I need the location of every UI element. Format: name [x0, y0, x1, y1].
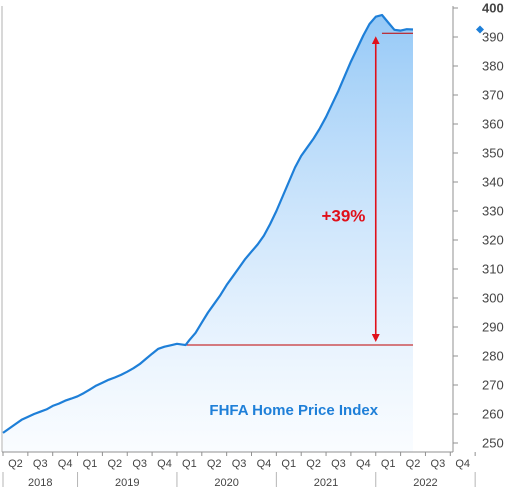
- x-quarter-label-11: Q1: [281, 458, 296, 470]
- x-quarter-label-0: Q2: [8, 458, 23, 470]
- axes-layer: [1, 6, 484, 487]
- y-tick-label-270: 270: [482, 378, 504, 393]
- x-year-label-2021: 2021: [314, 477, 338, 487]
- y-tick-label-380: 380: [482, 59, 504, 74]
- x-quarter-label-18: Q4: [455, 458, 470, 470]
- y-tick-label-350: 350: [482, 146, 504, 161]
- x-quarter-label-5: Q3: [132, 458, 147, 470]
- y-tick-label-390: 390: [482, 30, 504, 45]
- annotation-layer: [185, 32, 414, 346]
- y-tick-label-330: 330: [482, 204, 504, 219]
- y-tick-label-300: 300: [482, 291, 504, 306]
- x-quarter-label-14: Q4: [356, 458, 371, 470]
- label-layer: +39% FHFA Home Price Index 250 260 270 280 290…: [8, 1, 504, 490]
- x-quarter-label-3: Q1: [83, 458, 98, 470]
- x-quarter-label-4: Q2: [107, 458, 122, 470]
- x-quarter-label-10: Q4: [257, 458, 272, 470]
- x-year-label-2022: 2022: [413, 477, 437, 487]
- y-tick-label-340: 340: [482, 175, 504, 190]
- y-tick-label-360: 360: [482, 117, 504, 132]
- x-year-label-2018: 2018: [28, 477, 52, 487]
- series-area-fill: [3, 15, 413, 452]
- x-quarter-label-17: Q3: [431, 458, 446, 470]
- y-tick-label-320: 320: [482, 233, 504, 248]
- x-year-label-2020: 2020: [214, 477, 238, 487]
- y-tick-label-400: 400: [482, 1, 504, 16]
- annotation-series-label: FHFA Home Price Index: [209, 402, 378, 419]
- series-line-layer: [2, 13, 414, 434]
- x-quarter-label-8: Q2: [207, 458, 222, 470]
- x-year-label-2019: 2019: [115, 477, 139, 487]
- y-tick-label-290: 290: [482, 320, 504, 335]
- x-quarter-label-16: Q2: [406, 458, 421, 470]
- x-quarter-label-2: Q4: [58, 458, 73, 470]
- last-value-marker: [476, 25, 484, 34]
- x-quarter-label-1: Q3: [33, 458, 48, 470]
- y-tick-label-260: 260: [482, 407, 504, 422]
- x-quarter-label-9: Q3: [232, 458, 247, 470]
- series-line: [2, 13, 414, 434]
- series-area-layer: [3, 15, 413, 452]
- x-quarter-label-7: Q1: [182, 458, 197, 470]
- y-tick-label-250: 250: [482, 436, 504, 451]
- x-quarter-label-13: Q3: [331, 458, 346, 470]
- y-tick-label-370: 370: [482, 88, 504, 103]
- annotation-percent-change: +39%: [321, 206, 365, 225]
- x-quarter-label-12: Q2: [306, 458, 321, 470]
- y-tick-label-310: 310: [482, 262, 504, 277]
- x-quarter-label-6: Q4: [157, 458, 172, 470]
- y-tick-label-280: 280: [482, 349, 504, 364]
- x-quarter-label-15: Q1: [381, 458, 396, 470]
